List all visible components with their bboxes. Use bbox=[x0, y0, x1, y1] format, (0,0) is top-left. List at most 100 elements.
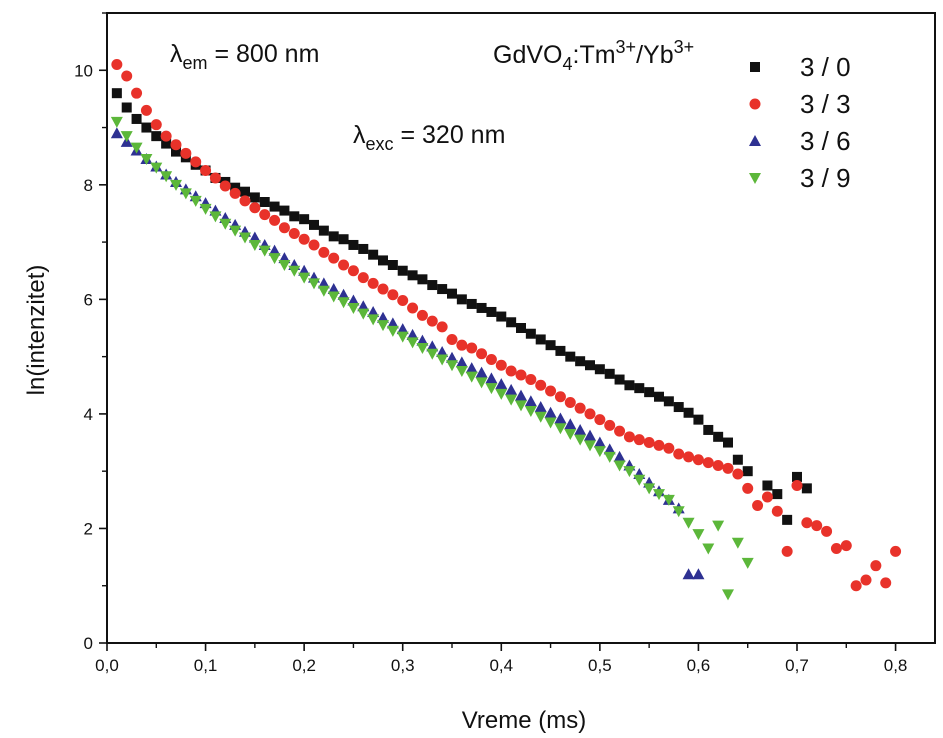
data-point bbox=[219, 218, 232, 230]
data-point bbox=[160, 171, 173, 183]
y-tick-label: 6 bbox=[84, 290, 93, 309]
data-point bbox=[692, 454, 704, 466]
data-point bbox=[455, 356, 468, 368]
data-point bbox=[564, 428, 577, 440]
data-point bbox=[318, 246, 330, 258]
data-point bbox=[692, 529, 705, 541]
data-point bbox=[614, 425, 626, 437]
data-point bbox=[407, 302, 419, 314]
data-point bbox=[298, 233, 310, 245]
data-point bbox=[397, 295, 409, 307]
data-point bbox=[791, 480, 803, 491]
data-point bbox=[554, 423, 567, 435]
data-point bbox=[416, 343, 429, 355]
legend-title-sup1: 3+ bbox=[616, 37, 637, 57]
data-point bbox=[476, 302, 487, 313]
data-point bbox=[436, 346, 449, 358]
data-point bbox=[446, 351, 458, 363]
data-point bbox=[644, 387, 655, 398]
data-point bbox=[495, 359, 507, 371]
data-point bbox=[348, 239, 359, 250]
data-point bbox=[455, 365, 468, 377]
data-point bbox=[268, 253, 281, 265]
data-point bbox=[564, 418, 577, 430]
data-markers bbox=[110, 59, 902, 601]
data-point bbox=[269, 201, 280, 212]
data-point bbox=[475, 366, 488, 378]
x-tick-label: 0,1 bbox=[194, 656, 218, 675]
data-point bbox=[792, 471, 802, 482]
data-point bbox=[427, 280, 438, 291]
data-point bbox=[603, 443, 616, 455]
series-3-3 bbox=[111, 59, 902, 592]
x-tick-label: 0,3 bbox=[391, 656, 415, 675]
legend-label-3-9: 3 / 9 bbox=[800, 163, 851, 193]
legend-label-3-6: 3 / 6 bbox=[800, 126, 851, 156]
data-point bbox=[328, 231, 339, 242]
data-point bbox=[407, 270, 418, 281]
data-point bbox=[131, 113, 142, 124]
data-point bbox=[170, 139, 182, 151]
data-point bbox=[702, 543, 715, 555]
data-point bbox=[722, 462, 734, 474]
data-point bbox=[446, 360, 458, 372]
data-point bbox=[801, 517, 813, 529]
x-tick-label: 0,8 bbox=[884, 656, 908, 675]
data-point bbox=[240, 186, 250, 197]
data-point bbox=[278, 222, 290, 234]
legend-title-slash: /Yb bbox=[636, 41, 674, 69]
data-point bbox=[456, 294, 467, 305]
data-point bbox=[318, 225, 329, 236]
data-point bbox=[782, 514, 793, 525]
data-point bbox=[486, 306, 497, 317]
data-point bbox=[584, 429, 596, 441]
data-point bbox=[554, 412, 567, 424]
data-point bbox=[683, 407, 694, 418]
data-point bbox=[565, 351, 576, 362]
data-point bbox=[437, 284, 448, 295]
data-point bbox=[465, 371, 478, 383]
data-point bbox=[683, 451, 695, 463]
data-point bbox=[850, 580, 862, 592]
data-point bbox=[742, 466, 753, 477]
legend: 3 / 0 3 / 3 3 / 6 3 / 9 bbox=[749, 52, 851, 193]
data-point bbox=[535, 379, 547, 391]
data-point bbox=[337, 288, 350, 300]
data-point bbox=[269, 214, 281, 226]
data-point bbox=[179, 188, 192, 200]
legend-marker-3-0 bbox=[750, 62, 760, 72]
data-point bbox=[249, 192, 260, 203]
data-point bbox=[308, 239, 320, 251]
data-point bbox=[505, 383, 518, 395]
data-point bbox=[653, 439, 665, 451]
y-tick-label: 10 bbox=[74, 61, 93, 80]
data-point bbox=[643, 483, 656, 495]
data-point bbox=[712, 520, 725, 532]
data-point bbox=[495, 388, 508, 400]
data-point bbox=[141, 122, 152, 133]
data-point bbox=[762, 480, 773, 491]
data-point bbox=[604, 419, 616, 431]
data-point bbox=[180, 147, 192, 159]
data-point bbox=[367, 314, 380, 326]
data-point bbox=[496, 311, 507, 322]
series-3-9 bbox=[110, 116, 754, 601]
data-point bbox=[524, 406, 537, 418]
data-point bbox=[110, 127, 123, 139]
legend-marker-3-9 bbox=[749, 173, 761, 184]
data-point bbox=[564, 396, 576, 408]
data-point bbox=[426, 315, 438, 327]
data-point bbox=[368, 249, 379, 260]
data-point bbox=[603, 451, 616, 463]
data-point bbox=[150, 119, 162, 131]
data-point bbox=[229, 187, 241, 199]
data-point bbox=[160, 130, 172, 142]
data-point bbox=[544, 406, 557, 418]
data-point bbox=[121, 102, 132, 113]
y-tick-label: 2 bbox=[84, 519, 93, 538]
legend-label-3-0: 3 / 0 bbox=[800, 52, 851, 82]
data-point bbox=[633, 474, 646, 486]
data-point bbox=[327, 283, 340, 295]
data-point bbox=[289, 211, 300, 222]
data-point bbox=[544, 417, 557, 429]
